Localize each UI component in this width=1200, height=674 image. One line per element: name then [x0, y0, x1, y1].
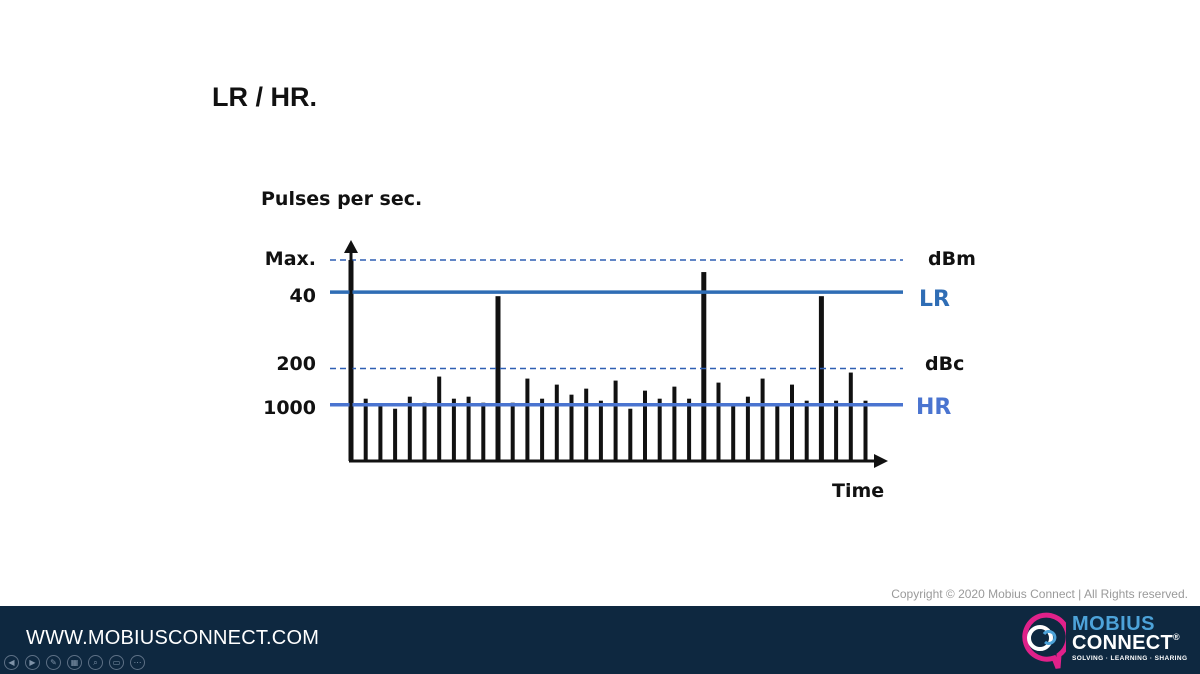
y-axis-title: Pulses per sec. [261, 188, 422, 210]
line-label-lr: LR [919, 287, 950, 312]
pulse-bar [613, 380, 618, 461]
logo-word-mobius: MOBIUS [1072, 613, 1155, 635]
pulse-bar [760, 378, 765, 461]
pulse-bar [731, 404, 736, 461]
previous-icon[interactable]: ◀ [4, 655, 19, 670]
pulse-bar [495, 296, 501, 461]
pulse-bar [790, 384, 794, 461]
pulse-bar [628, 408, 633, 461]
logo-word-connect: CONNECT® [1072, 632, 1180, 655]
pulse-bar [510, 402, 515, 461]
pulse-bar [848, 372, 853, 461]
chart-svg: Pulses per sec. Time Max. 40 200 1000 dB… [261, 188, 976, 502]
pulse-bar [437, 376, 442, 461]
registered-mark: ® [1173, 632, 1180, 642]
pulse-bar [775, 404, 780, 461]
website-url: WWW.MOBIUSCONNECT.COM [26, 627, 320, 649]
pen-icon[interactable]: ✎ [46, 655, 61, 670]
y-axis-arrow-icon [344, 240, 358, 253]
footer-bar: WWW.MOBIUSCONNECT.COM ◀ ▶ ✎ ▦ ⌕ ▭ ⋯ MOBIUS CON… [0, 606, 1200, 674]
slide-title: LR / HR. [212, 82, 317, 112]
y-tick-200: 200 [276, 353, 316, 375]
pulse-bar [687, 398, 692, 461]
pulse-bar [598, 400, 603, 461]
pulse-bar [378, 404, 383, 461]
mobius-connect-logo: MOBIUS CONNECT® SOLVING · LEARNING · SHA… [1014, 610, 1194, 672]
x-axis-title: Time [832, 480, 884, 502]
pulse-bar [716, 382, 721, 461]
pulse-bar [657, 398, 662, 461]
slides-icon[interactable]: ▦ [67, 655, 82, 670]
pulse-bar [863, 400, 868, 461]
pulse-bar [407, 396, 412, 461]
pulse-bar [466, 396, 471, 461]
x-axis-arrow-icon [874, 454, 888, 468]
pulse-rate-chart: Pulses per sec. Time Max. 40 200 1000 dB… [261, 188, 976, 502]
pulse-bar [393, 408, 398, 461]
pulse-bar [451, 398, 456, 461]
pulse-bar [540, 398, 545, 461]
pulse-bar [363, 398, 368, 461]
y-tick-40: 40 [290, 285, 316, 307]
pulse-bar [745, 396, 750, 461]
subtitles-icon[interactable]: ▭ [109, 655, 124, 670]
pulse-bar [584, 388, 589, 461]
pulse-bar [525, 378, 530, 461]
axes [344, 240, 888, 468]
zoom-icon[interactable]: ⌕ [88, 655, 103, 670]
next-icon[interactable]: ▶ [25, 655, 40, 670]
pulse-bar [422, 402, 427, 461]
pulse-bar [804, 400, 809, 461]
logo-tagline: SOLVING · LEARNING · SHARING [1072, 655, 1188, 662]
pulse-bar [481, 402, 486, 461]
pulse-bar [569, 394, 574, 461]
pulse-bar [643, 390, 647, 461]
y-tick-1000: 1000 [263, 397, 316, 419]
copyright-text: Copyright © 2020 Mobius Connect | All Ri… [891, 587, 1188, 601]
pulse-series [348, 260, 868, 461]
line-label-dbc: dBc [925, 353, 964, 375]
line-label-hr: HR [916, 395, 951, 420]
reference-lines [330, 259, 903, 407]
line-label-dbm: dBm [928, 248, 976, 270]
pulse-bar [834, 400, 839, 461]
logo-mark-icon [1022, 612, 1066, 669]
pulse-bar [701, 272, 707, 461]
pulse-bar [554, 384, 559, 461]
pulse-bar [818, 296, 824, 461]
presentation-controls: ◀ ▶ ✎ ▦ ⌕ ▭ ⋯ [4, 655, 145, 670]
pulse-bar [672, 386, 677, 461]
y-tick-max: Max. [265, 248, 316, 270]
logo-word-connect-text: CONNECT [1072, 632, 1173, 654]
more-icon[interactable]: ⋯ [130, 655, 145, 670]
